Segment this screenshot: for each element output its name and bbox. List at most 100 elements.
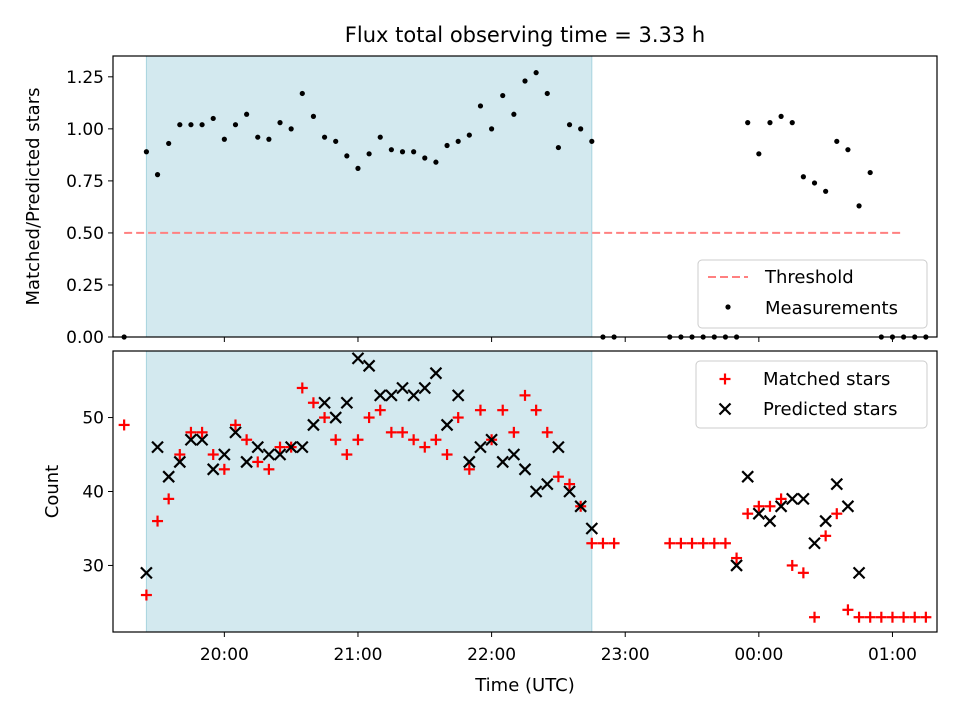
- predicted-star-point: [351, 352, 365, 365]
- matched-star-point: [541, 426, 553, 438]
- cross-stroke-b: [296, 440, 309, 454]
- matched-star-point: [218, 463, 230, 475]
- measurement-point: [500, 92, 506, 99]
- measurement-point: [232, 122, 239, 128]
- measurement-point: [154, 172, 161, 178]
- predicted-star-point: [206, 463, 220, 476]
- predicted-star-point: [329, 411, 342, 424]
- x-tick-label: 01:00: [868, 645, 917, 665]
- measurement-point: [310, 113, 317, 119]
- x-tick-label: 23:00: [601, 645, 650, 665]
- predicted-star-point: [251, 440, 265, 454]
- predicted-star-point: [774, 500, 788, 513]
- measurement-point: [355, 165, 361, 171]
- matched-star-point: [274, 441, 286, 453]
- matched-star-point: [898, 611, 910, 623]
- predicted-star-point: [240, 455, 253, 469]
- top-y-tick-label: 0.00: [66, 328, 104, 348]
- predicted-star-point: [563, 485, 576, 498]
- predicted-star-point: [173, 455, 187, 469]
- cross-stroke-b: [195, 433, 209, 447]
- matched-star-point: [229, 419, 241, 431]
- measurement-point: [533, 70, 539, 76]
- matched-star-point: [118, 419, 130, 431]
- x-tick-label: 22:00: [467, 645, 516, 665]
- cross-stroke-b: [852, 566, 866, 580]
- cross-stroke-b: [307, 418, 320, 432]
- measurement-point: [288, 126, 294, 132]
- cross-stroke-b: [474, 440, 487, 454]
- measurement-point: [199, 122, 205, 128]
- matched-star-point: [408, 434, 420, 446]
- matched-star-point: [753, 500, 765, 512]
- predicted-star-point: [218, 448, 231, 461]
- measurement-point: [344, 153, 350, 159]
- cross-stroke-b: [451, 389, 465, 402]
- matched-star-point: [441, 449, 453, 461]
- cross-stroke-b: [552, 440, 565, 454]
- predicted-stars-points: [140, 352, 866, 580]
- cross-stroke-b: [507, 448, 521, 461]
- cross-stroke-b: [830, 477, 844, 491]
- predicted-star-point: [485, 433, 498, 447]
- matched-star-point: [519, 389, 531, 401]
- cross-stroke-b: [730, 559, 743, 572]
- measurement-point: [143, 149, 150, 155]
- measurement-point: [399, 149, 406, 155]
- predicted-star-point: [496, 455, 510, 469]
- matched-star-point: [675, 537, 687, 549]
- matched-star-point: [586, 537, 598, 549]
- measurement-point: [444, 142, 450, 149]
- top-x-ticks: [223, 337, 893, 342]
- measurement-point: [210, 115, 216, 122]
- matched-star-point: [185, 426, 197, 438]
- cross-stroke-b: [774, 500, 788, 513]
- cross-stroke-b: [785, 492, 799, 506]
- cross-stroke-b: [273, 448, 287, 461]
- matched-star-point: [374, 404, 386, 416]
- cross-stroke-b: [485, 433, 498, 447]
- cross-stroke-b: [162, 470, 175, 483]
- top-y-tick-label: 0.50: [66, 224, 104, 244]
- cross-stroke-b: [418, 381, 432, 395]
- matched-star-point: [363, 412, 375, 424]
- bottom-y-tick-label: 40: [82, 483, 104, 503]
- matched-stars-points: [118, 382, 932, 623]
- predicted-star-point: [362, 359, 376, 373]
- matched-star-point: [764, 500, 776, 512]
- measurement-point: [811, 180, 818, 186]
- matched-star-point: [842, 604, 854, 616]
- cross-stroke-b: [151, 440, 164, 454]
- predicted-star-point: [585, 522, 599, 535]
- top-y-tick-label: 0.25: [66, 276, 104, 296]
- matched-star-point: [831, 508, 843, 520]
- cross-stroke-b: [585, 522, 599, 535]
- predicted-star-point: [841, 500, 855, 513]
- matched-star-point: [853, 611, 865, 623]
- x-axis-label: Time (UTC): [474, 675, 575, 696]
- matched-star-point: [864, 611, 876, 623]
- bottom-y-axis-label: Count: [42, 465, 63, 518]
- matched-star-point: [463, 463, 475, 475]
- measurement-point: [589, 138, 595, 144]
- predicted-star-point: [540, 477, 554, 491]
- matched-star-point: [708, 537, 720, 549]
- predicted-star-point: [140, 566, 153, 580]
- measurement-point: [255, 134, 261, 140]
- cross-stroke-b: [329, 411, 342, 424]
- measurement-point: [299, 90, 305, 97]
- matched-star-point: [786, 559, 798, 571]
- predicted-star-point: [507, 448, 521, 461]
- legend-cross-marker: [718, 402, 732, 416]
- matched-star-point: [397, 426, 409, 438]
- cross-stroke-b: [752, 507, 766, 520]
- measurement-point: [566, 122, 573, 128]
- predicted-star-point: [819, 514, 832, 528]
- measurement-point: [411, 149, 417, 155]
- measurement-point: [221, 136, 227, 142]
- matched-star-point: [241, 434, 253, 446]
- predicted-star-point: [529, 485, 543, 498]
- measurement-point: [455, 138, 461, 144]
- measurement-point: [845, 147, 851, 153]
- predicted-star-point: [373, 389, 387, 402]
